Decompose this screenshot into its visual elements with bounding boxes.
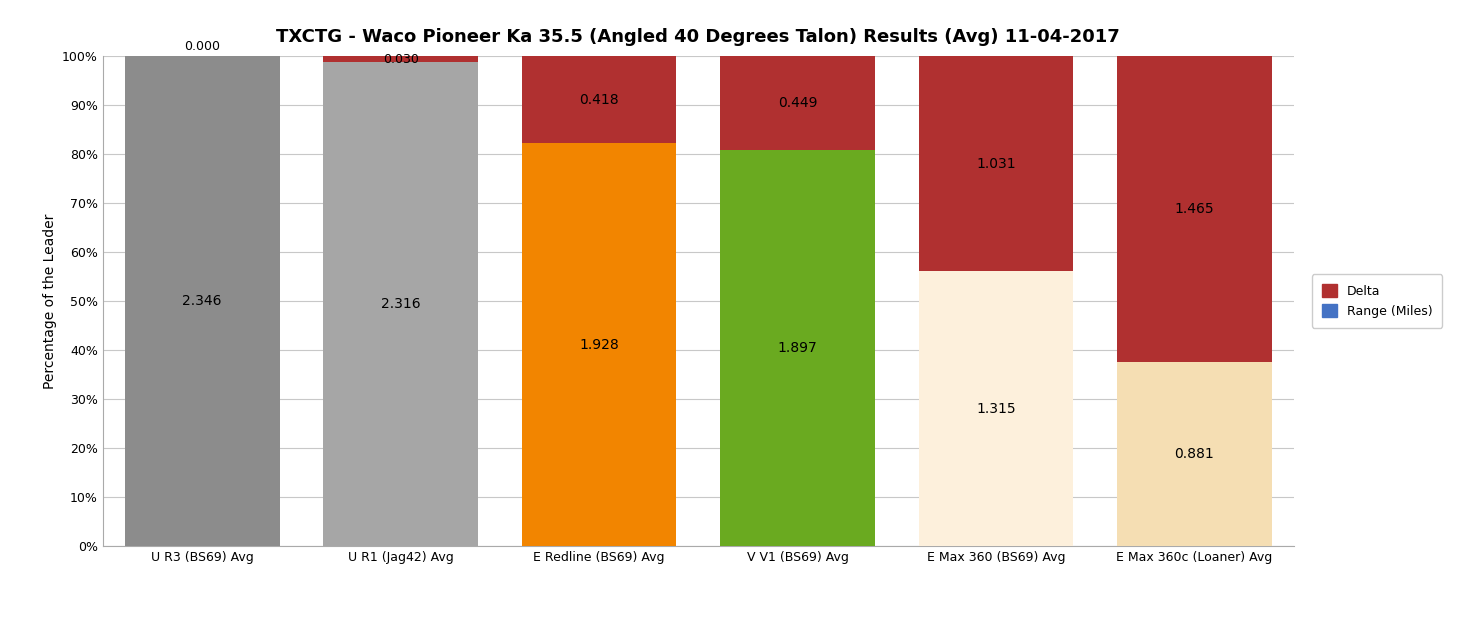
Legend: Delta, Range (Miles): Delta, Range (Miles): [1311, 274, 1442, 328]
Bar: [720, 56, 875, 150]
Title: TXCTG - Waco Pioneer Ka 35.5 (Angled 40 Degrees Talon) Results (Avg) 11-04-2017: TXCTG - Waco Pioneer Ka 35.5 (Angled 40 …: [276, 28, 1120, 46]
Text: 1.315: 1.315: [976, 402, 1016, 416]
Bar: [522, 143, 676, 546]
Bar: [125, 56, 279, 546]
Text: 2.316: 2.316: [381, 297, 420, 311]
Text: 1.031: 1.031: [976, 156, 1016, 171]
Text: 0.030: 0.030: [382, 53, 419, 66]
Text: 1.465: 1.465: [1175, 202, 1214, 216]
Bar: [323, 62, 478, 546]
Text: 0.000: 0.000: [184, 40, 220, 53]
Bar: [522, 56, 676, 143]
Bar: [1117, 56, 1272, 362]
Text: 2.346: 2.346: [182, 294, 222, 308]
Text: 1.928: 1.928: [579, 338, 619, 352]
Text: 0.449: 0.449: [778, 96, 817, 110]
Bar: [919, 56, 1073, 271]
Text: 0.881: 0.881: [1175, 447, 1214, 461]
Bar: [919, 271, 1073, 546]
Text: 0.418: 0.418: [579, 93, 619, 107]
Y-axis label: Percentage of the Leader: Percentage of the Leader: [43, 214, 57, 389]
Bar: [720, 150, 875, 546]
Bar: [1117, 362, 1272, 546]
Text: 1.897: 1.897: [778, 341, 817, 355]
Bar: [323, 56, 478, 62]
